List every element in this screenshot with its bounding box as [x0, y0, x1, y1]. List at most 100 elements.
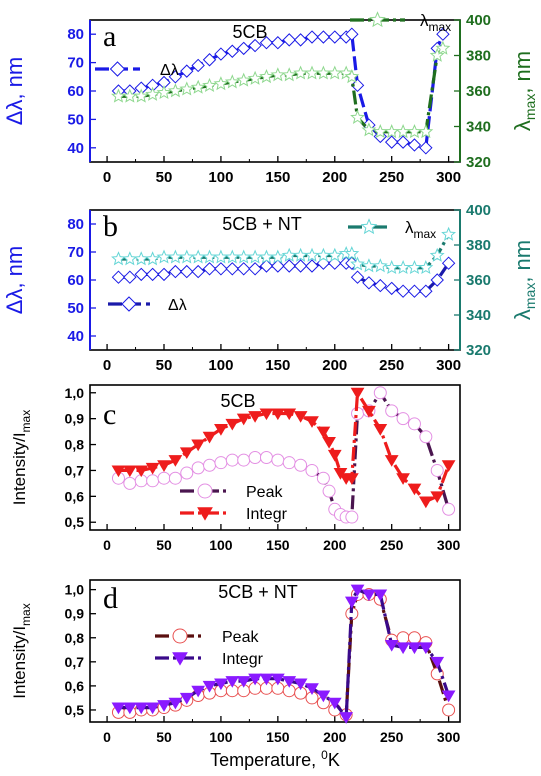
- y-axis-label: Δλ, nm: [2, 57, 27, 125]
- data-point: [419, 141, 433, 155]
- data-point: [339, 712, 354, 724]
- y-right-tick-label: 360: [466, 272, 491, 289]
- y-tick-label: 0,5: [65, 702, 85, 718]
- data-point: [293, 65, 309, 80]
- data-point: [350, 256, 365, 271]
- y-right-tick-label: 400: [466, 202, 491, 219]
- data-point: [282, 456, 296, 470]
- data-point: [373, 386, 387, 400]
- x-tick-label: 150: [265, 169, 290, 186]
- data-point: [191, 461, 205, 475]
- data-point: [281, 247, 297, 262]
- data-point: [156, 249, 172, 264]
- x-tick-label: 250: [379, 357, 404, 374]
- data-point: [350, 584, 365, 597]
- data-point: [395, 123, 411, 139]
- legend-label: Δλ: [160, 62, 179, 79]
- legend-label: Integr: [246, 506, 288, 523]
- data-point: [214, 47, 228, 61]
- data-point: [316, 690, 331, 703]
- x-tick-label: 150: [266, 729, 290, 745]
- y-right-tick-label: 380: [466, 237, 491, 254]
- data-point: [322, 436, 336, 449]
- data-point: [259, 259, 274, 273]
- data-point: [157, 267, 171, 282]
- y-tick-label: 1,0: [65, 385, 85, 401]
- legend-marker: [197, 507, 213, 521]
- data-point: [315, 65, 331, 80]
- y-right-tick-label: 340: [466, 307, 491, 324]
- data-point: [293, 411, 308, 423]
- data-point: [225, 418, 240, 431]
- data-point: [202, 249, 217, 264]
- x-tick-label: 300: [436, 169, 461, 186]
- data-point: [344, 473, 359, 485]
- data-point: [123, 270, 137, 284]
- data-point: [248, 411, 262, 423]
- data-point: [419, 430, 433, 444]
- data-point: [327, 247, 343, 262]
- data-point: [111, 270, 126, 284]
- x-tick-label: 100: [208, 357, 233, 374]
- data-point: [214, 456, 228, 470]
- data-point: [224, 74, 240, 89]
- x-tick-label: 250: [380, 729, 404, 745]
- data-point: [407, 260, 422, 275]
- data-point: [305, 683, 319, 695]
- x-tick-label: 200: [322, 357, 347, 374]
- data-point: [305, 416, 319, 428]
- data-point: [168, 455, 183, 467]
- x-tick-label: 50: [156, 729, 172, 745]
- x-tick-label: 150: [266, 537, 290, 553]
- data-point: [441, 226, 457, 241]
- data-point: [179, 692, 194, 705]
- data-point: [179, 81, 195, 96]
- data-point: [179, 249, 195, 264]
- data-point: [157, 460, 171, 472]
- data-point: [407, 417, 421, 431]
- data-point: [248, 38, 262, 53]
- data-point: [248, 673, 262, 686]
- data-point: [328, 30, 342, 44]
- data-point: [373, 424, 388, 436]
- data-point: [305, 30, 319, 44]
- data-point: [407, 123, 422, 139]
- data-point: [202, 680, 217, 693]
- data-point: [236, 249, 252, 264]
- data-point: [407, 642, 422, 655]
- data-point: [327, 697, 342, 710]
- y-right-tick-label: 360: [466, 83, 491, 100]
- y-axis-label: Intensity/Imax: [10, 410, 33, 505]
- data-point: [157, 471, 171, 485]
- data-point: [293, 259, 308, 273]
- data-point: [350, 270, 365, 284]
- data-point: [134, 465, 149, 478]
- x-tick-label: 50: [156, 357, 173, 374]
- panel-letter: d: [103, 582, 118, 615]
- legend-marker: [360, 218, 378, 235]
- data-point: [435, 40, 451, 55]
- data-point: [322, 484, 336, 498]
- data-point: [305, 463, 319, 477]
- data-point: [203, 458, 217, 472]
- data-point: [248, 262, 262, 276]
- x-tick-label: 300: [437, 537, 461, 553]
- legend-label: Peak: [246, 484, 283, 501]
- data-point: [350, 78, 365, 93]
- x-tick-label: 100: [209, 537, 233, 553]
- data-point: [396, 412, 410, 426]
- data-point: [259, 673, 274, 686]
- data-point: [407, 631, 421, 645]
- x-tick-label: 200: [322, 169, 347, 186]
- data-point: [282, 408, 297, 421]
- data-point: [442, 502, 456, 516]
- panel-a: 0 50 100 150 200 250 300 40 50 60 70 80 320 340 360 380…: [2, 11, 538, 186]
- data-point: [145, 702, 160, 715]
- data-point: [247, 249, 263, 264]
- data-point: [259, 36, 274, 50]
- legend-marker: [369, 11, 386, 28]
- data-point: [259, 69, 274, 84]
- panel-letter: a: [103, 20, 116, 53]
- data-point: [133, 251, 149, 266]
- data-point: [157, 700, 171, 712]
